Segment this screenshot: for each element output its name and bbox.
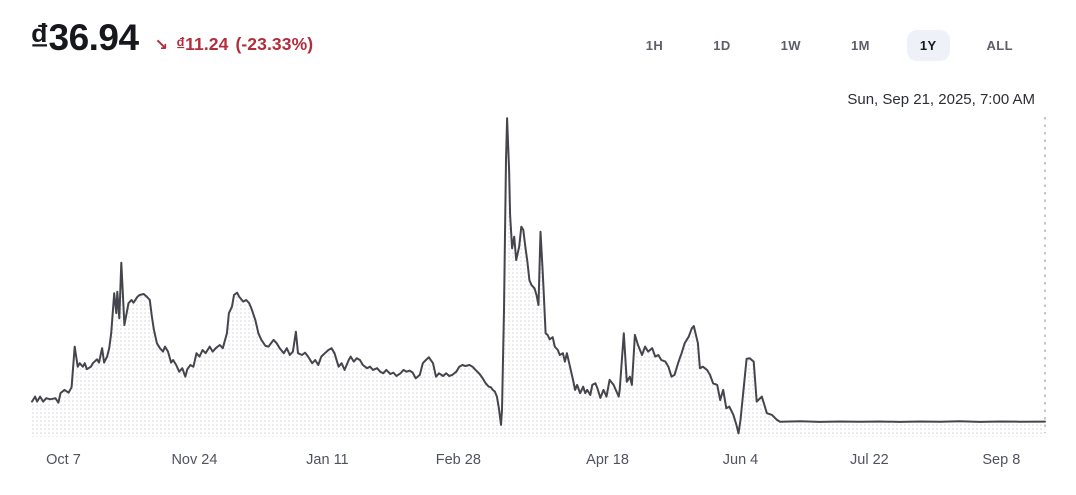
x-axis-label: Jul 22 (850, 452, 889, 468)
range-button-1y[interactable]: 1Y (906, 30, 950, 61)
current-timestamp: Sun, Sep 21, 2025, 7:00 AM (847, 91, 1035, 108)
x-axis-label: Oct 7 (46, 452, 81, 468)
price-line (31, 117, 1046, 435)
price-chart[interactable] (0, 112, 1076, 445)
range-button-1h[interactable]: 1H (645, 38, 664, 53)
range-button-all[interactable]: ALL (986, 38, 1013, 53)
time-range-selector: 1H 1D 1W 1M 1Y ALL (633, 30, 1026, 61)
x-axis-label: Apr 18 (586, 452, 629, 468)
range-button-1d[interactable]: 1D (713, 38, 731, 53)
range-button-1w[interactable]: 1W (780, 38, 801, 53)
price-change: ↘ ₫11.24 (-23.33%) (155, 34, 316, 55)
x-axis-label: Sep 8 (982, 452, 1021, 468)
chart-area[interactable] (0, 112, 1076, 445)
price-change-percent: (-23.33%) (235, 34, 314, 54)
price-header: ₫36.94 ↘ ₫11.24 (-23.33%) (30, 17, 316, 59)
x-axis-label: Jan 11 (306, 452, 349, 468)
down-arrow-icon: ↘ (154, 37, 169, 54)
range-button-1m[interactable]: 1M (850, 38, 870, 53)
x-axis-label: Jun 4 (722, 452, 759, 468)
price-change-amount: ₫11.24 (176, 34, 229, 54)
x-axis-label: Nov 24 (171, 452, 218, 468)
current-price: ₫36.94 (30, 17, 139, 58)
price-area-fill (32, 118, 1045, 437)
x-axis: Oct 7 Nov 24 Jan 11 Feb 28 Apr 18 Jun 4 Jul 22… (0, 452, 1076, 474)
x-axis-label: Feb 28 (435, 452, 481, 468)
